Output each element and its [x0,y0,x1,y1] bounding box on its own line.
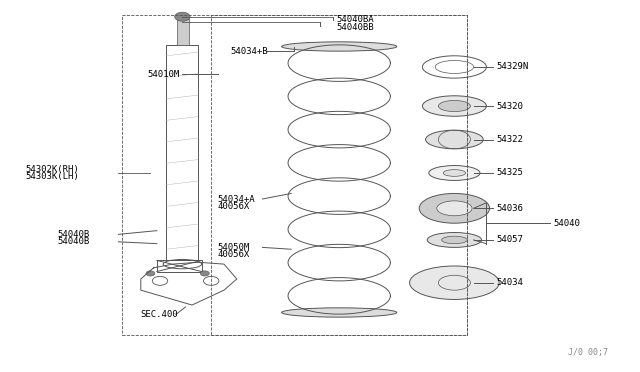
Ellipse shape [438,100,470,112]
Ellipse shape [426,130,483,149]
Ellipse shape [419,193,490,223]
Text: 54040B: 54040B [58,230,90,239]
Text: 54322: 54322 [496,135,523,144]
Ellipse shape [429,166,480,180]
Text: 54034+A: 54034+A [218,195,255,203]
Text: 40056X: 40056X [218,250,250,259]
Ellipse shape [282,42,397,51]
Text: 54034+B: 54034+B [230,47,268,56]
Text: 40056X: 40056X [218,202,250,211]
Text: 54040B: 54040B [58,237,90,246]
Ellipse shape [428,232,481,247]
Text: 54036: 54036 [496,204,523,213]
Ellipse shape [436,201,472,216]
Text: SEC.400: SEC.400 [141,310,179,319]
Ellipse shape [410,266,499,299]
Bar [177,19,189,45]
Ellipse shape [443,170,466,176]
Circle shape [175,12,190,21]
Text: 54034: 54034 [496,278,523,287]
Text: 54057: 54057 [496,235,523,244]
Circle shape [200,271,209,276]
Text: 54303K(LH): 54303K(LH) [26,172,79,181]
Text: 54040: 54040 [554,219,580,228]
Text: 54320: 54320 [496,102,523,110]
Circle shape [146,271,155,276]
Text: 54040BA: 54040BA [336,15,374,24]
Text: 54325: 54325 [496,169,523,177]
Text: 54010M: 54010M [147,70,179,79]
Text: 54050M: 54050M [218,243,250,252]
Ellipse shape [422,96,486,116]
Ellipse shape [442,236,467,244]
Text: 54302K(RH): 54302K(RH) [26,165,79,174]
Bar [157,260,202,272]
Bar [166,45,198,260]
Text: 54329N: 54329N [496,62,528,71]
Text: 54040BB: 54040BB [336,23,374,32]
Ellipse shape [282,308,397,317]
Text: J/0 00;7: J/0 00;7 [568,348,608,357]
